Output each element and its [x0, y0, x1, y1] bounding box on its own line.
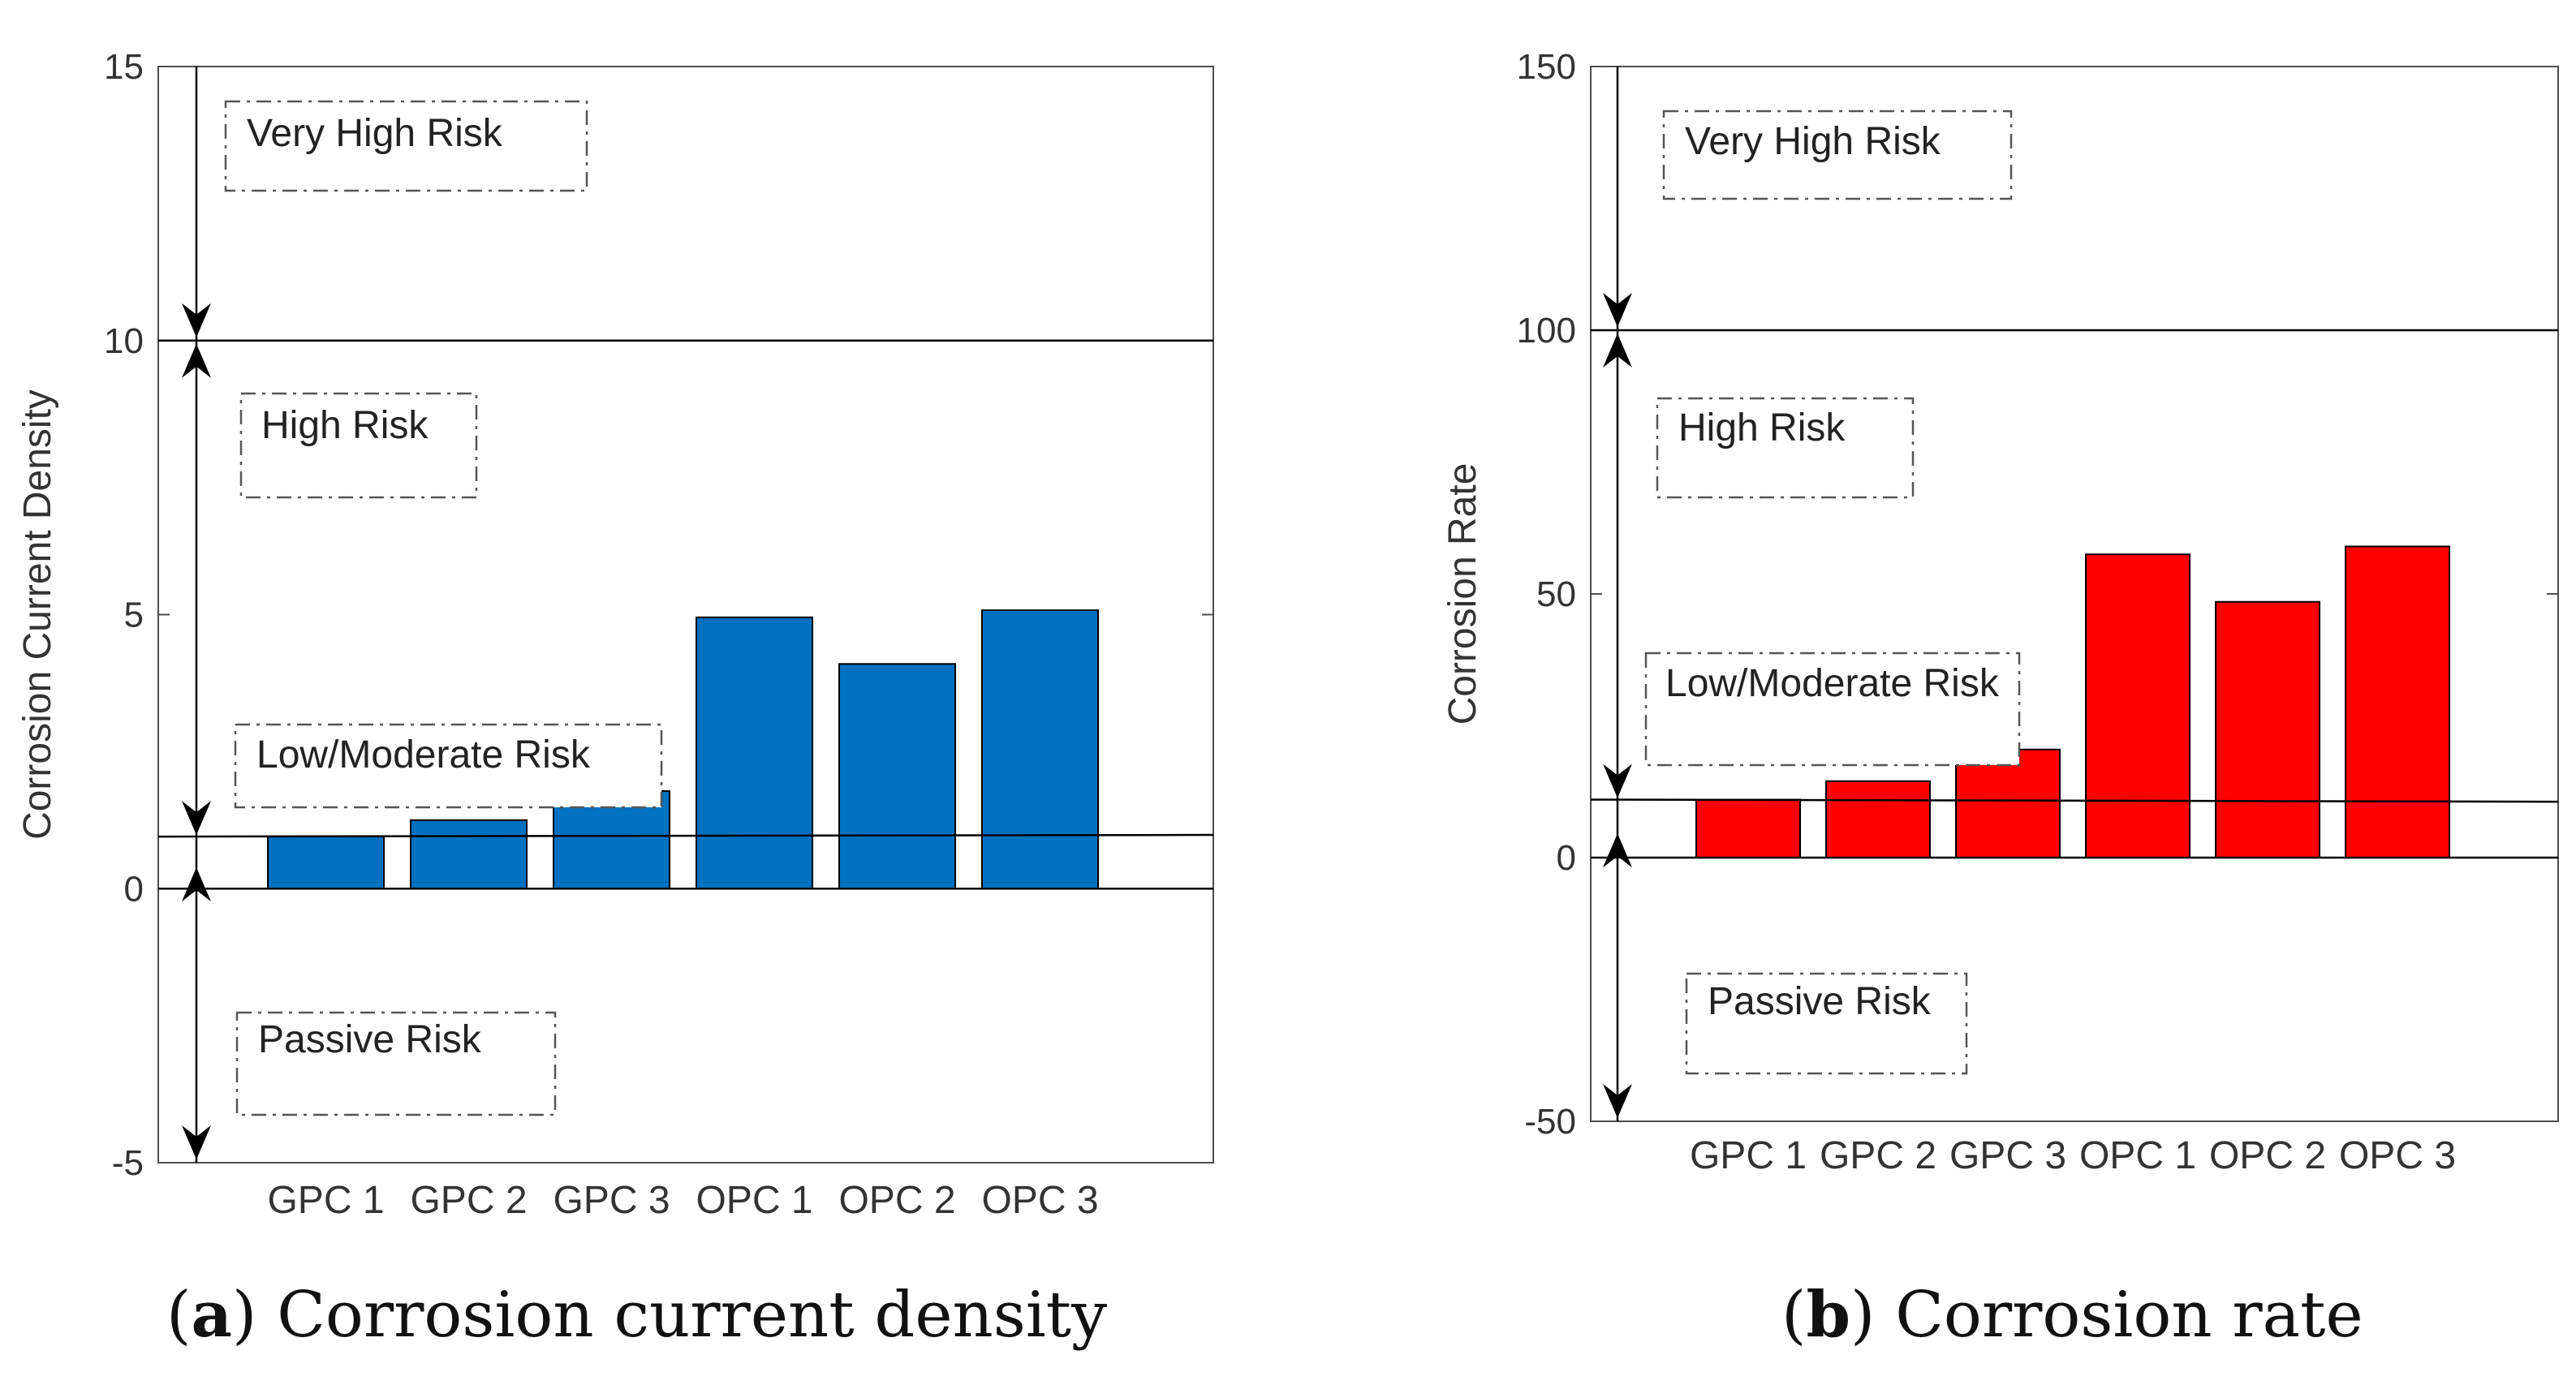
y-tick-label: 0 [124, 869, 144, 909]
low-threshold-line [1590, 798, 2559, 803]
x-tick-label: GPC 1 [1690, 1134, 1807, 1177]
risk-zone-label: High Risk [261, 404, 429, 447]
risk-arrow-head [1603, 333, 1632, 368]
y-axis-label: Corrosion Rate [1441, 463, 1484, 725]
y-tick-label: 50 [1536, 574, 1576, 614]
risk-zone-label: Very High Risk [1685, 120, 1941, 163]
risk-zone-label: Very High Risk [247, 112, 503, 155]
caption-a: (a) Corrosion current density [166, 1278, 1108, 1352]
bar [1695, 798, 1801, 858]
risk-arrow-head [182, 801, 211, 836]
risk-zone-box [1656, 397, 1915, 499]
caption-b-text: Corrosion rate [1895, 1279, 2363, 1352]
x-tick-label: GPC 1 [267, 1179, 384, 1222]
bar [2085, 553, 2190, 858]
x-tick-label: GPC 3 [1949, 1134, 2066, 1177]
bar [981, 609, 1099, 890]
risk-zone-box [1644, 652, 2021, 767]
x-tick-label: GPC 2 [410, 1179, 527, 1222]
x-tick-label: OPC 3 [2339, 1134, 2456, 1177]
y-tick-label: 10 [104, 321, 144, 361]
bar [838, 663, 956, 890]
x-tick-label: OPC 2 [2209, 1134, 2326, 1177]
caption-b: (b) Corrosion rate [1781, 1278, 2363, 1352]
bar [696, 616, 813, 890]
risk-arrow-head [182, 343, 211, 378]
risk-zone-box [1685, 972, 1968, 1075]
risk-zone-label: Low/Moderate Risk [1665, 662, 2000, 705]
bar [1825, 780, 1931, 858]
y-tick-label: 150 [1517, 47, 1576, 87]
risk-zone-box [224, 100, 588, 192]
x-tick-label: OPC 2 [838, 1179, 955, 1222]
y-tick-label: 5 [124, 596, 144, 635]
risk-zone-label: Low/Moderate Risk [256, 733, 591, 776]
panel-b-chart: -50 0 50 100 150 Corrosion Rate GPC 1 GPC 2 GPC … [1441, 47, 2559, 1177]
x-tick-label: GPC 3 [553, 1179, 670, 1222]
panel-a-chart: -5 0 5 10 15 Corrosion Current Density GPC 1 GP… [16, 47, 1214, 1222]
bar [267, 836, 385, 890]
y-tick-label: 0 [1557, 838, 1576, 878]
low-threshold-line [157, 833, 1214, 838]
risk-zone-label: Passive Risk [1708, 980, 1932, 1023]
x-tick-label: OPC 1 [2079, 1134, 2196, 1177]
bar [2345, 545, 2450, 858]
risk-arrow-head [182, 303, 211, 338]
x-tick-label: OPC 1 [696, 1179, 812, 1222]
risk-zone-box [234, 723, 663, 809]
risk-zone-box [239, 392, 478, 499]
risk-zone-label: Passive Risk [258, 1018, 482, 1061]
caption-b-letter: b [1806, 1278, 1850, 1352]
y-axis-label: Corrosion Current Density [16, 389, 59, 840]
risk-zone-box [235, 1011, 557, 1116]
bar [2215, 600, 2320, 858]
x-tick-label: GPC 2 [1820, 1134, 1936, 1177]
risk-zone-box [1662, 110, 2013, 200]
risk-arrow-head [182, 1125, 211, 1159]
risk-arrow-head [1603, 293, 1632, 327]
y-tick-label: -50 [1524, 1102, 1576, 1142]
caption-a-letter: a [191, 1278, 232, 1352]
caption-a-text: Corrosion current density [277, 1279, 1108, 1352]
risk-zone-label: High Risk [1678, 406, 1846, 449]
risk-arrow-head [182, 867, 211, 902]
risk-arrow-head [1603, 763, 1632, 798]
bar [1955, 748, 2061, 858]
y-tick-label: 15 [104, 47, 144, 87]
risk-arrow-head [1603, 1084, 1632, 1118]
y-tick-label: -5 [112, 1143, 144, 1183]
x-tick-label: OPC 3 [981, 1179, 1098, 1222]
y-tick-label: 100 [1517, 311, 1576, 351]
bar [410, 819, 528, 890]
risk-arrow-head [1603, 833, 1632, 868]
